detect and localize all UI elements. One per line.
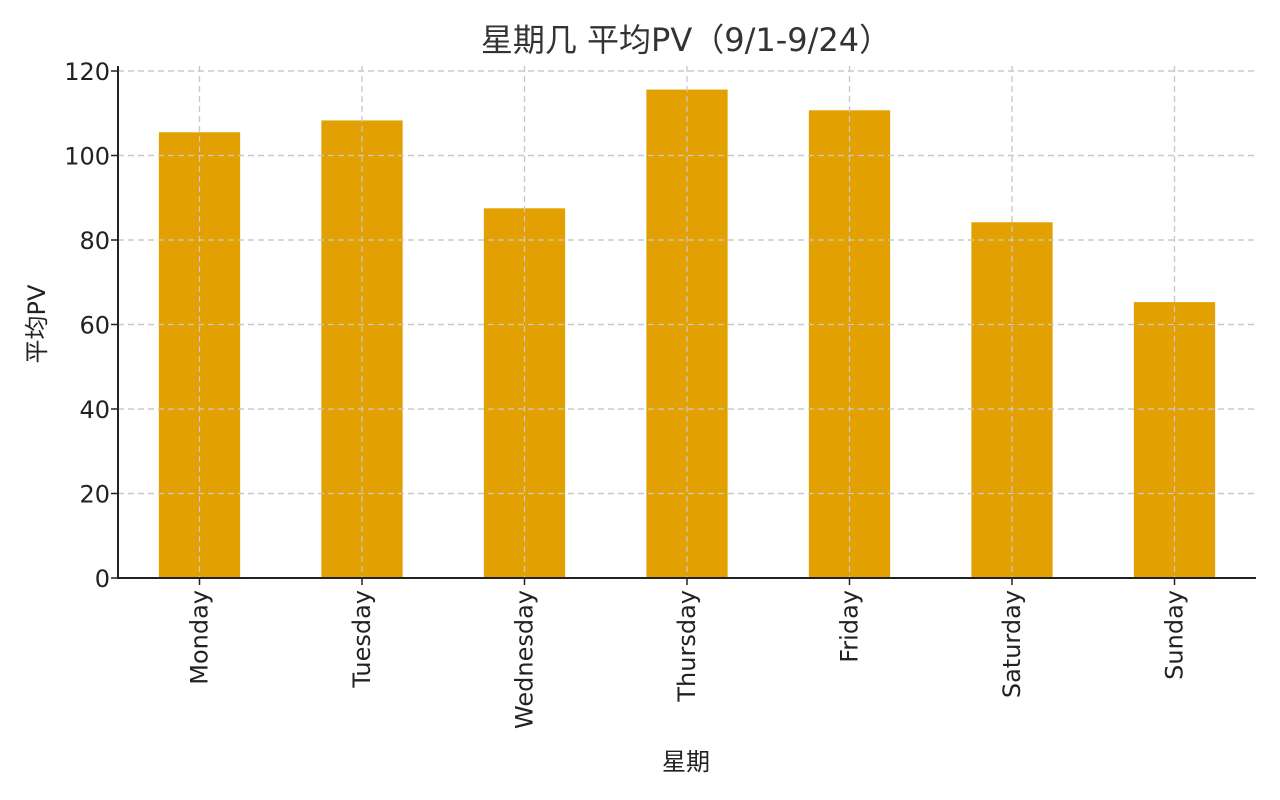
y-tick-label: 120 xyxy=(64,58,110,86)
y-tick-label: 80 xyxy=(79,227,110,255)
y-tick-label: 0 xyxy=(95,565,110,593)
axes-layer xyxy=(111,66,1256,585)
y-tick-label: 60 xyxy=(79,312,110,340)
x-tick-label-monday: Monday xyxy=(186,590,214,685)
x-tick-label-saturday: Saturday xyxy=(998,590,1026,698)
y-tick-label: 40 xyxy=(79,396,110,424)
x-tick-label-sunday: Sunday xyxy=(1161,590,1189,680)
y-tick-label: 100 xyxy=(64,143,110,171)
x-tick-label-thursday: Thursday xyxy=(673,590,701,703)
x-axis-label: 星期 xyxy=(662,748,710,776)
bar-wednesday xyxy=(483,208,566,578)
x-tick-label-tuesday: Tuesday xyxy=(348,590,376,689)
bars-layer xyxy=(118,66,1256,579)
x-tick-label-wednesday: Wednesday xyxy=(511,590,539,729)
x-tick-label-friday: Friday xyxy=(836,590,864,663)
y-axis-label: 平均PV xyxy=(23,284,51,363)
labels-layer: 星期几 平均PV（9/1-9/24） 星期 平均PV 0 20 40 60 80 100 1… xyxy=(23,21,1189,776)
y-tick-label: 20 xyxy=(79,481,110,509)
chart-title: 星期几 平均PV（9/1-9/24） xyxy=(481,21,891,59)
bar-thursday xyxy=(646,89,728,578)
